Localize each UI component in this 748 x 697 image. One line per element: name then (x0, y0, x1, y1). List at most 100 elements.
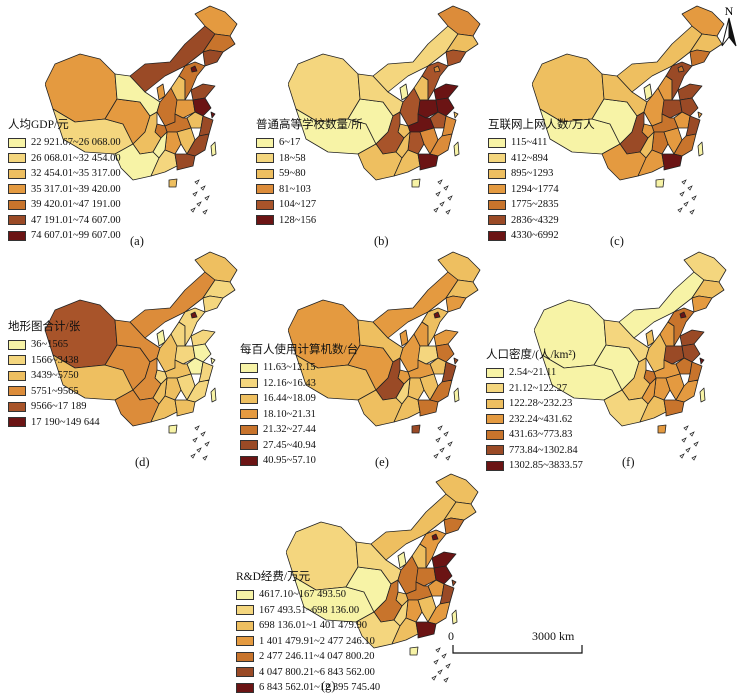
scale-bar: 0 3000 km (448, 629, 592, 659)
legend-swatch (8, 230, 26, 241)
province-liaoning (689, 49, 711, 67)
legend-label: 1 401 479.91~2 477 246.10 (259, 635, 375, 647)
legend-swatch (8, 215, 26, 226)
south-china-sea-islands (679, 425, 699, 461)
province-hainan (168, 178, 178, 188)
province-beijing (190, 65, 198, 73)
legend-label: 6~17 (279, 137, 301, 149)
legend-item: 47 191.01~74 607.00 (8, 213, 121, 229)
china-choropleth-map (288, 251, 481, 461)
province-inner-mongolia (372, 271, 459, 339)
legend: 每百人使用计算机数/台 11.63~12.15 12.16~16.43 16.44~1… (240, 343, 358, 469)
legend-swatch (240, 455, 258, 466)
province-anhui (429, 357, 447, 375)
legend-label: 40.95~57.10 (263, 455, 316, 467)
province-shandong (433, 83, 459, 101)
legend-swatch (488, 168, 506, 179)
legend-swatch (486, 460, 504, 471)
legend-item: 11.63~12.15 (240, 360, 358, 376)
legend-label: 2836~4329 (511, 214, 559, 226)
province-anhui (186, 357, 204, 375)
province-shandong (679, 329, 705, 347)
legend-swatch (256, 168, 274, 179)
legend-swatch (236, 620, 254, 631)
legend-label: 16.44~18.09 (263, 393, 316, 405)
legend: 人均GDP/元 22 921.67~26 068.00 26 068.01~32 4… (8, 118, 121, 244)
legend: 普通高等学校数量/所 6~17 18~58 59~80 81~103 104~127 128… (256, 118, 363, 228)
legend-swatch (486, 398, 504, 409)
legend-label: 17 190~149 644 (31, 416, 100, 428)
province-hainan (411, 178, 421, 188)
legend-swatch (236, 605, 254, 616)
legend-swatch (240, 393, 258, 404)
legend-item: 27.45~40.94 (240, 438, 358, 454)
province-inner-mongolia (616, 25, 703, 93)
legend-label: 39 420.01~47 191.00 (31, 199, 121, 211)
province-jiangsu (435, 343, 455, 363)
province-heilongjiang (435, 473, 479, 505)
legend-item: 2.54~21.11 (486, 365, 583, 381)
legend-label: 4 047 800.21~6 843 562.00 (259, 666, 375, 678)
legend: R&D经费/万元 4617.10~167 493.50 167 493.51~698… (236, 570, 380, 696)
legend-label: 18.10~21.31 (263, 408, 316, 420)
legend-label: 21.12~122.27 (509, 382, 568, 394)
province-taiwan (697, 141, 704, 157)
legend-item: 4330~6992 (488, 228, 595, 244)
province-jiangsu (435, 97, 455, 117)
legend-item: 4 047 800.21~6 843 562.00 (236, 665, 380, 681)
province-taiwan (699, 387, 706, 403)
province-hainan (409, 646, 419, 656)
legend: 互联网上网人数/万人 115~411 412~894 895~1293 1294~177… (488, 118, 595, 244)
legend-item: 16.44~18.09 (240, 391, 358, 407)
legend-label: 1302.85~3833.57 (509, 460, 583, 472)
china-choropleth-map (288, 5, 481, 215)
province-guangdong (174, 399, 196, 417)
legend-item: 431.63~773.83 (486, 427, 583, 443)
north-label: N (725, 4, 734, 18)
province-anhui (186, 111, 204, 129)
legend-swatch (488, 199, 506, 210)
south-china-sea-islands (433, 425, 453, 461)
china-choropleth-map (532, 5, 725, 215)
legend-label: 232.24~431.62 (509, 413, 573, 425)
legend-label: 26 068.01~32 454.00 (31, 152, 121, 164)
legend-swatch (256, 137, 274, 148)
map-panel-g: R&D经费/万元 4617.10~167 493.50 167 493.51~698… (236, 472, 496, 697)
south-china-sea-islands (190, 425, 210, 461)
province-heilongjiang (683, 251, 727, 283)
province-taiwan (453, 141, 460, 157)
legend-title: R&D经费/万元 (236, 571, 311, 583)
province-taiwan (451, 609, 458, 625)
legend-swatch (486, 429, 504, 440)
legend-label: 122.28~232.23 (509, 398, 573, 410)
legend-item: 5751~9565 (8, 384, 100, 400)
legend-item: 22 921.67~26 068.00 (8, 135, 121, 151)
legend-swatch (236, 667, 254, 678)
legend-label: 115~411 (511, 137, 548, 149)
province-inner-mongolia (370, 493, 457, 561)
panel-label: (c) (610, 234, 624, 248)
legend-swatch (256, 215, 274, 226)
legend-item: 18.10~21.31 (240, 407, 358, 423)
legend-swatch (8, 417, 26, 428)
map-panel-d: 地形图合计/张 36~1565 1566~3438 3439~5750 5751~956… (0, 250, 245, 475)
legend-item: 895~1293 (488, 166, 595, 182)
province-heilongjiang (437, 5, 481, 37)
legend-item: 4617.10~167 493.50 (236, 587, 380, 603)
legend-swatch (8, 199, 26, 210)
legend-item: 698 136.01~1 401 479.90 (236, 618, 380, 634)
legend-item: 32 454.01~35 317.00 (8, 166, 121, 182)
province-liaoning (445, 49, 467, 67)
legend-swatch (240, 362, 258, 373)
legend-swatch (488, 153, 506, 164)
legend-label: 2 477 246.11~4 047 800.20 (259, 651, 375, 663)
province-shandong (190, 83, 216, 101)
province-anhui (429, 111, 447, 129)
south-china-sea-islands (677, 179, 697, 215)
legend-label: 3439~5750 (31, 370, 79, 382)
south-china-sea-islands (431, 647, 451, 683)
legend-swatch (488, 230, 506, 241)
province-shandong (190, 329, 216, 347)
province-hainan (655, 178, 665, 188)
legend-label: 5751~9565 (31, 385, 79, 397)
